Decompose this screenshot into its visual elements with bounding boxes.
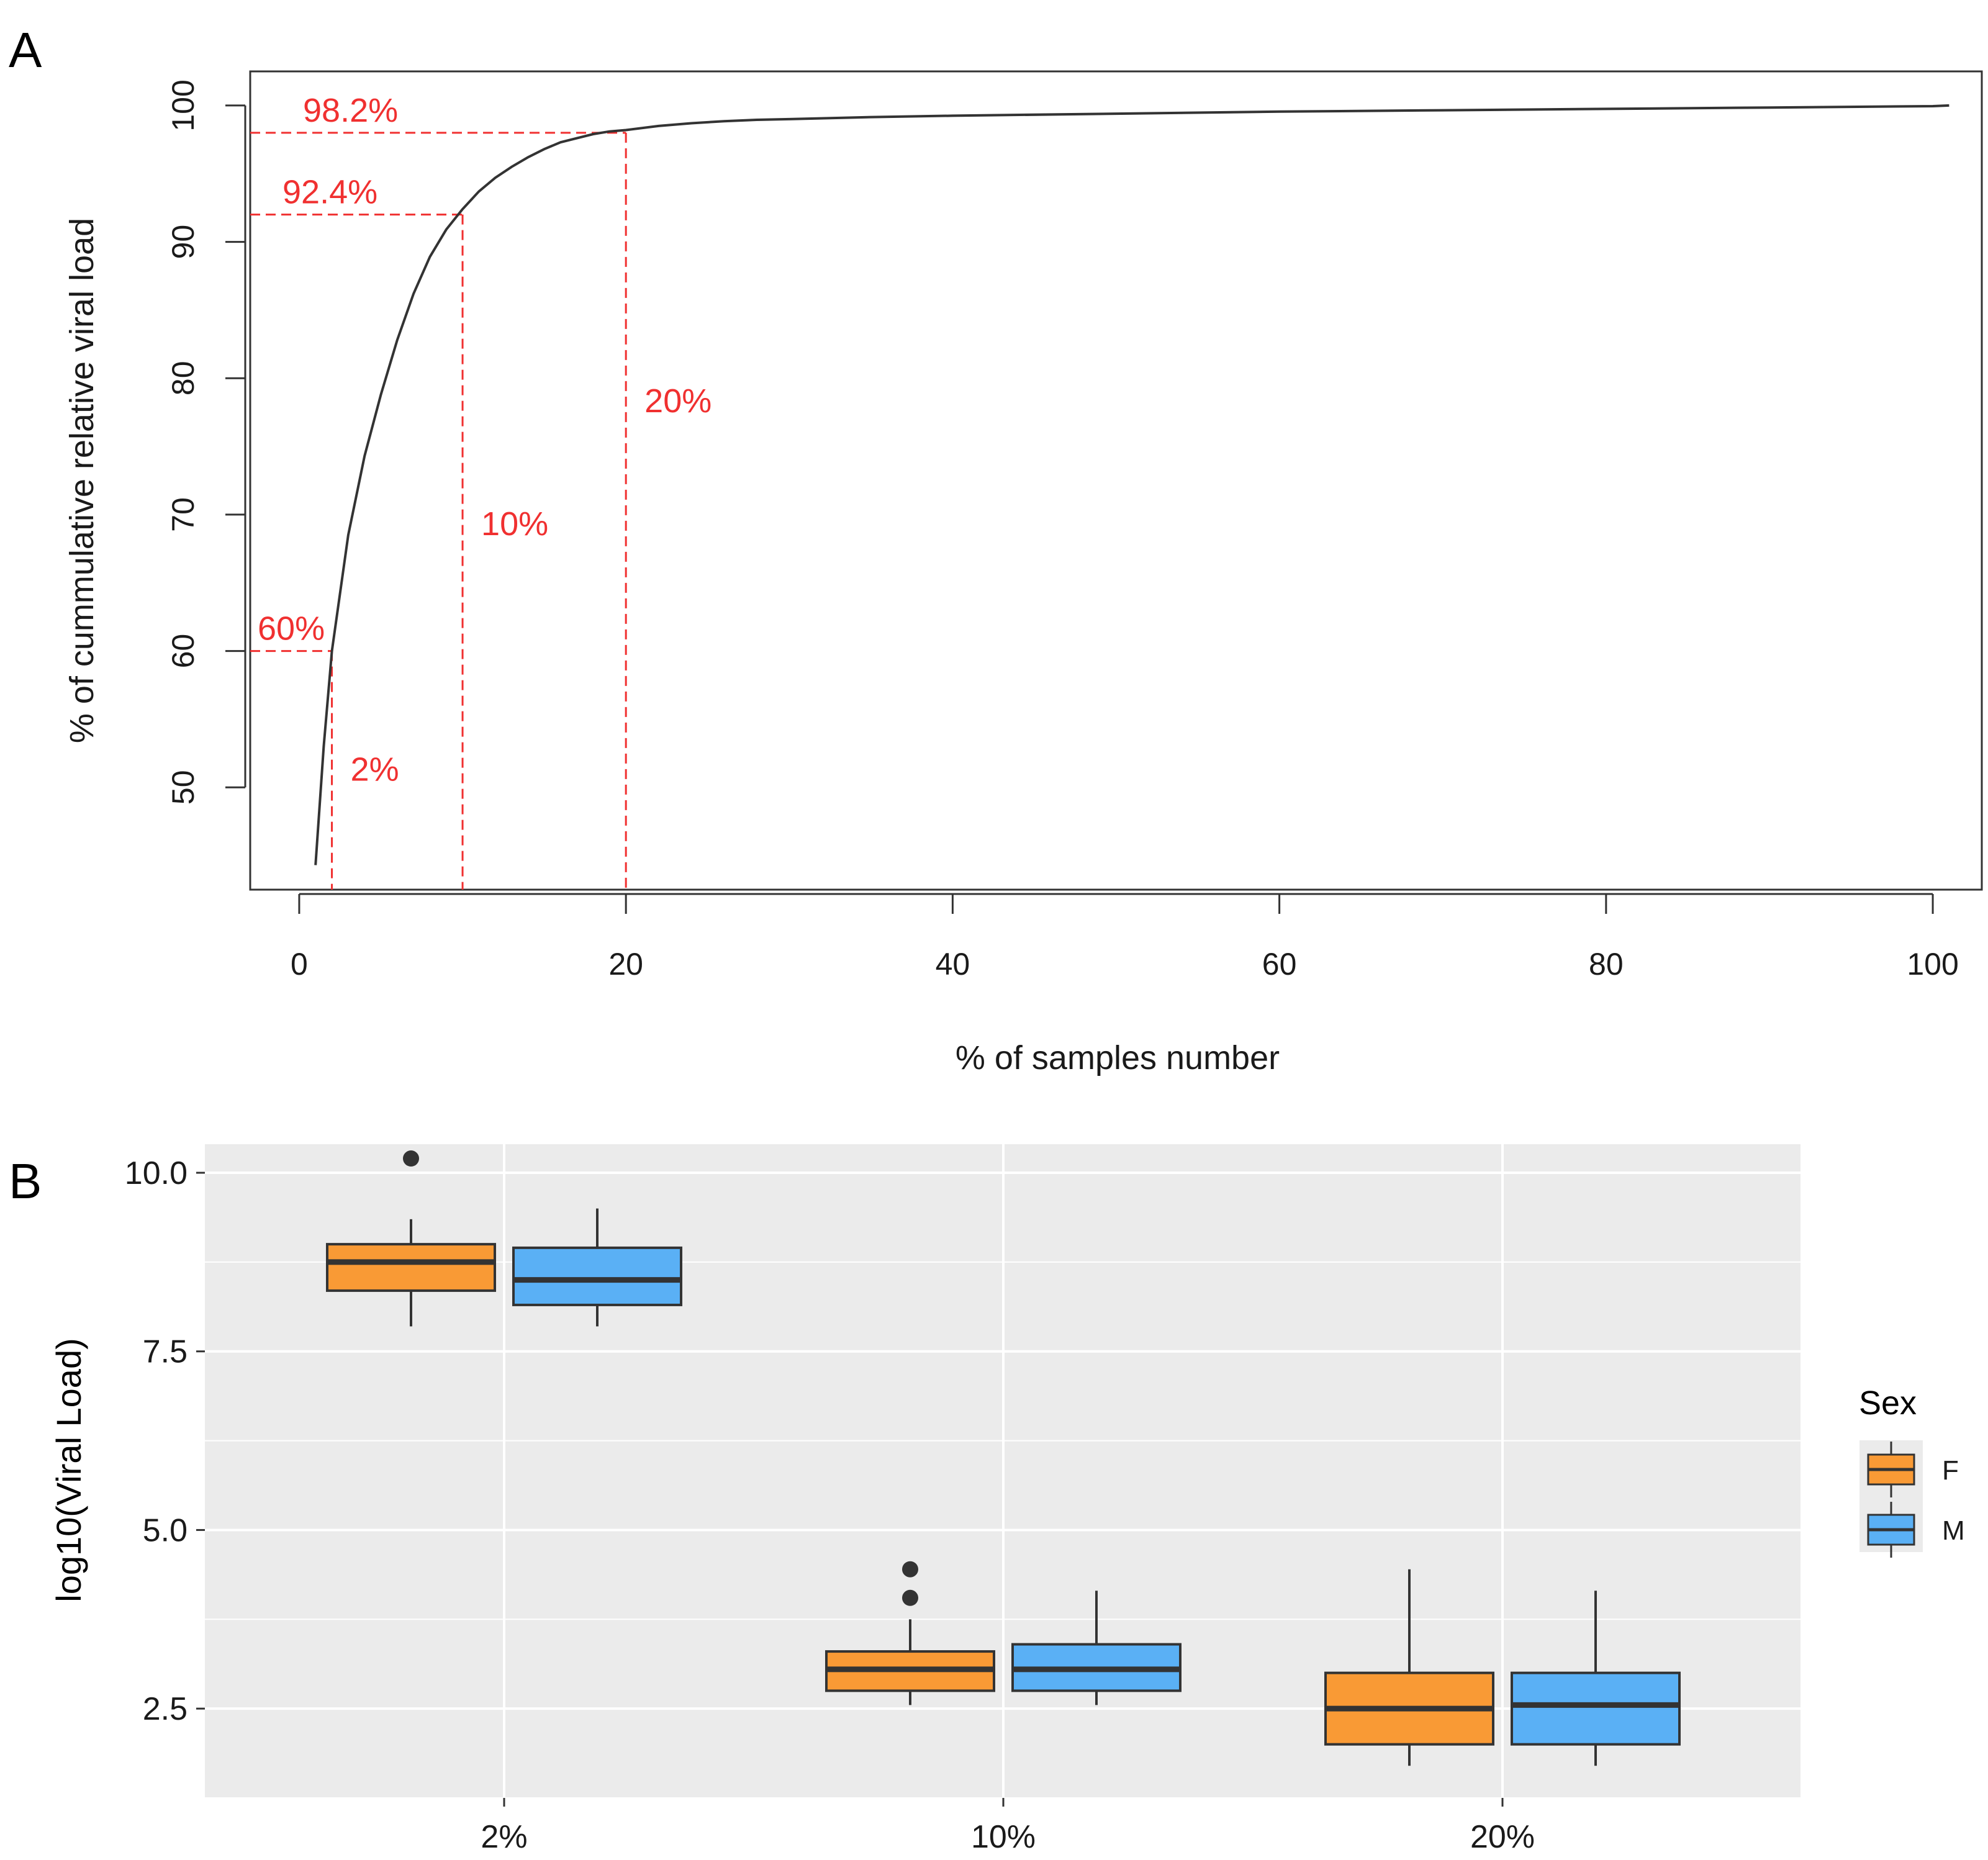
iqr-box [326, 1243, 496, 1292]
x-annotation-label: 20% [644, 382, 712, 420]
x-tick-label: 80 [1589, 947, 1624, 982]
x-annotation-label: 10% [481, 505, 548, 543]
legend-title: Sex [1859, 1384, 1917, 1422]
x-tick-label: 20 [608, 947, 643, 982]
panel-a-letter: A [9, 22, 42, 78]
x-tick-label: 60 [1262, 947, 1297, 982]
boxplot-M-20% [1511, 1591, 1681, 1766]
boxplot-F-10% [825, 1561, 995, 1705]
y-annotation-label: 92.4% [282, 174, 377, 211]
panel-a-guide-lines [250, 132, 627, 890]
x-tick-label: 20% [1470, 1819, 1535, 1855]
y-tick-label: 80 [166, 361, 201, 395]
panel-b-legend: Sex FM [1859, 1384, 1965, 1558]
y-annotation-label: 60% [258, 610, 325, 648]
y-tick-label: 5.0 [143, 1512, 188, 1548]
panel-b-y-axis-title: log10(Viral Load) [49, 1338, 88, 1602]
legend-entry-label: M [1942, 1515, 1965, 1546]
panel-a-cumulative-curve [314, 104, 1950, 865]
panel-a-plot-frame [249, 70, 1983, 891]
outlier-point [902, 1589, 918, 1606]
panel-a-annotations: 60% 2% 92.4% 10% 98.2% 20% [258, 92, 712, 788]
y-tick-label: 50 [166, 770, 201, 805]
x-tick-label: 2% [481, 1819, 527, 1855]
x-annotation-label: 2% [351, 751, 399, 788]
boxplot-F-20% [1324, 1569, 1494, 1766]
panel-b-boxplots [326, 1150, 1681, 1766]
y-tick-label: 10.0 [125, 1155, 188, 1191]
y-tick-label: 60 [166, 634, 201, 669]
panel-a-x-axis: 0 20 40 60 80 100 [291, 893, 1959, 982]
y-annotation-label: 98.2% [303, 92, 398, 129]
y-tick-label: 7.5 [143, 1334, 188, 1370]
legend-entry-label: F [1942, 1455, 1959, 1486]
panel-b-y-axis: 2.5 5.0 7.5 10.0 [125, 1155, 205, 1727]
y-tick-label: 2.5 [143, 1691, 188, 1727]
legend-entry-F: F [1867, 1442, 1959, 1497]
y-tick-label: 100 [166, 79, 201, 131]
x-tick-label: 100 [1907, 947, 1958, 982]
iqr-box [512, 1246, 682, 1306]
panel-b-x-axis: 2% 10% 20% [481, 1798, 1535, 1855]
iqr-box [1511, 1671, 1681, 1746]
x-tick-label: 40 [936, 947, 970, 982]
outlier-point [902, 1561, 918, 1578]
x-tick-label: 10% [971, 1819, 1036, 1855]
panel-a-y-axis: 50 60 70 80 90 100 [166, 79, 246, 805]
boxplot-F-2% [326, 1150, 496, 1327]
outlier-point [403, 1150, 419, 1167]
panel-a-x-axis-title: % of samples number [956, 1039, 1280, 1077]
panel-b-letter: B [9, 1153, 42, 1209]
legend-entry-M: M [1867, 1502, 1965, 1558]
y-tick-label: 70 [166, 497, 201, 532]
boxplot-M-10% [1011, 1591, 1182, 1705]
x-tick-label: 0 [291, 947, 308, 982]
panel-a-y-axis-title: % of cummulative relative viral load [63, 218, 101, 743]
boxplot-M-2% [512, 1208, 682, 1327]
y-tick-label: 90 [166, 225, 201, 260]
